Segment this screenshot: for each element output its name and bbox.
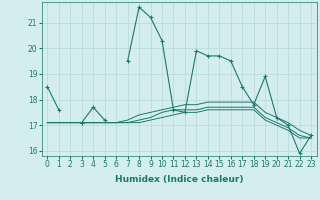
- X-axis label: Humidex (Indice chaleur): Humidex (Indice chaleur): [115, 175, 244, 184]
